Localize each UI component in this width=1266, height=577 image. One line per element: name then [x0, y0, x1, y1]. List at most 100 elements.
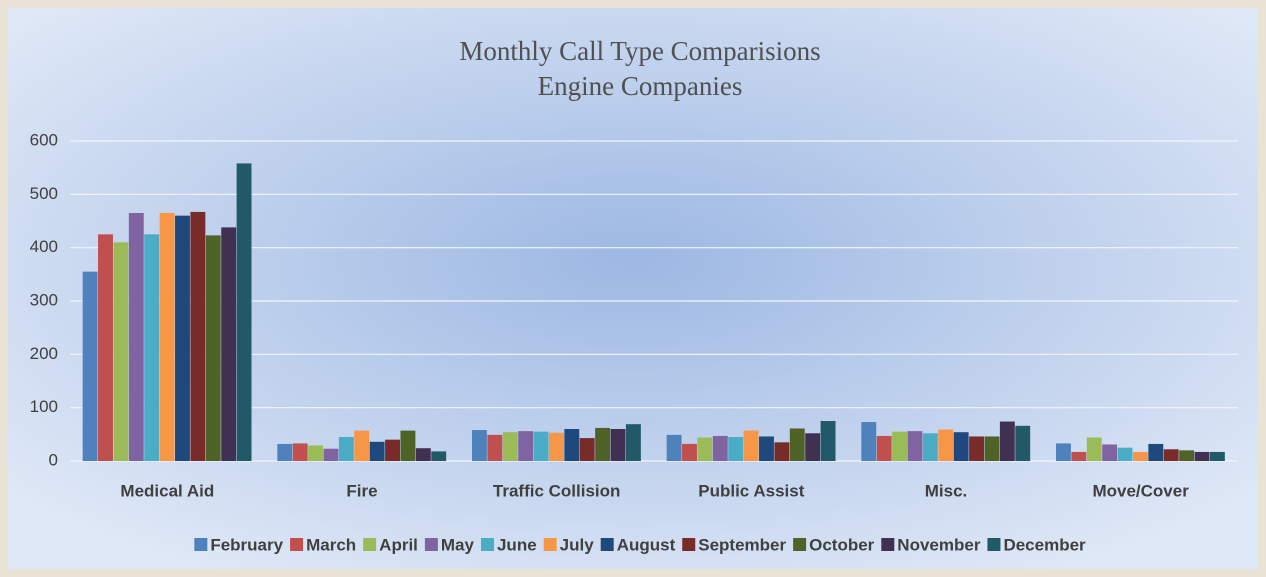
bar — [1102, 444, 1118, 461]
legend-swatch — [290, 538, 304, 551]
bar — [82, 271, 98, 461]
legend-label: October — [809, 535, 875, 554]
legend-swatch — [543, 538, 557, 551]
y-tick-label: 200 — [30, 344, 58, 363]
bar — [323, 448, 339, 461]
bar — [221, 227, 237, 461]
bar — [1179, 450, 1195, 461]
bar — [743, 430, 759, 461]
legend-swatch — [424, 538, 438, 551]
bar — [159, 213, 175, 461]
bar — [938, 429, 954, 461]
bar — [308, 445, 324, 461]
bar — [907, 431, 923, 461]
legend-label: April — [379, 535, 418, 554]
legend-swatch — [600, 538, 614, 551]
bar — [277, 443, 293, 461]
legend-label: November — [897, 535, 981, 554]
y-tick-label: 100 — [30, 397, 58, 416]
bar — [610, 429, 626, 461]
x-tick-label: Fire — [346, 481, 377, 500]
bar — [190, 211, 206, 461]
bar — [471, 430, 487, 461]
x-tick-label: Traffic Collision — [493, 481, 621, 500]
bar — [697, 437, 713, 461]
legend-swatch — [363, 538, 377, 551]
bar — [953, 432, 969, 461]
legend-swatch — [987, 538, 1001, 551]
bar — [595, 427, 611, 461]
y-tick-label: 400 — [30, 237, 58, 256]
bar — [144, 234, 160, 461]
bar — [354, 430, 370, 461]
y-tick-label: 600 — [30, 130, 58, 149]
bar — [1194, 451, 1210, 461]
legend-swatch — [480, 538, 494, 551]
legend-label: August — [617, 535, 676, 554]
x-tick-label: Move/Cover — [1092, 481, 1189, 500]
legend-swatch — [682, 538, 696, 551]
bar — [712, 435, 728, 461]
bar — [1117, 447, 1133, 461]
bar — [113, 242, 129, 461]
bar — [861, 422, 877, 461]
bar — [1163, 449, 1179, 461]
legend: February March April May June July August Septe… — [194, 535, 1086, 554]
bar — [625, 424, 641, 461]
x-tick-label: Medical Aid — [120, 481, 214, 500]
bar — [789, 428, 805, 461]
bar — [487, 434, 503, 461]
bar — [984, 436, 1000, 461]
legend-label: March — [306, 535, 356, 554]
legend-label: September — [698, 535, 786, 554]
bar — [999, 421, 1015, 461]
bar — [415, 448, 431, 461]
bar — [236, 163, 252, 461]
bar — [502, 432, 518, 461]
bar — [175, 215, 190, 461]
legend-swatch — [194, 538, 208, 551]
bar — [666, 434, 682, 461]
x-tick-label: Misc. — [925, 481, 968, 500]
bar — [564, 429, 580, 461]
bar — [922, 433, 938, 461]
bar — [1055, 443, 1071, 461]
bar — [548, 432, 564, 461]
y-tick-label: 300 — [30, 290, 58, 309]
bar — [1132, 451, 1148, 461]
bar — [128, 213, 144, 461]
y-tick-label: 500 — [30, 184, 58, 203]
legend-label: July — [560, 535, 595, 554]
bar — [98, 234, 113, 461]
bar — [682, 443, 697, 461]
chart-subtitle: Engine Companies — [538, 71, 743, 101]
bar — [1209, 451, 1225, 461]
bar — [728, 437, 744, 461]
bar — [774, 442, 790, 461]
bar — [205, 235, 221, 461]
chart-title: Monthly Call Type Comparisions — [459, 36, 820, 66]
bar — [1071, 451, 1087, 461]
bar — [1148, 443, 1164, 461]
bar — [876, 435, 892, 461]
bar — [820, 421, 836, 461]
legend-label: June — [497, 535, 537, 554]
bar — [892, 431, 908, 461]
bar — [400, 430, 416, 461]
bar — [805, 433, 821, 461]
bar — [579, 438, 595, 461]
legend-label: December — [1003, 535, 1086, 554]
bar — [1086, 437, 1102, 461]
y-tick-label: 0 — [49, 450, 58, 469]
bar — [338, 437, 354, 461]
bar — [369, 441, 385, 461]
bar — [385, 439, 400, 461]
bar — [1015, 425, 1031, 461]
legend-label: May — [441, 535, 475, 554]
bar — [292, 443, 308, 461]
bar — [969, 436, 984, 461]
bar — [759, 436, 774, 461]
bar — [518, 431, 534, 461]
x-tick-label: Public Assist — [698, 481, 804, 500]
